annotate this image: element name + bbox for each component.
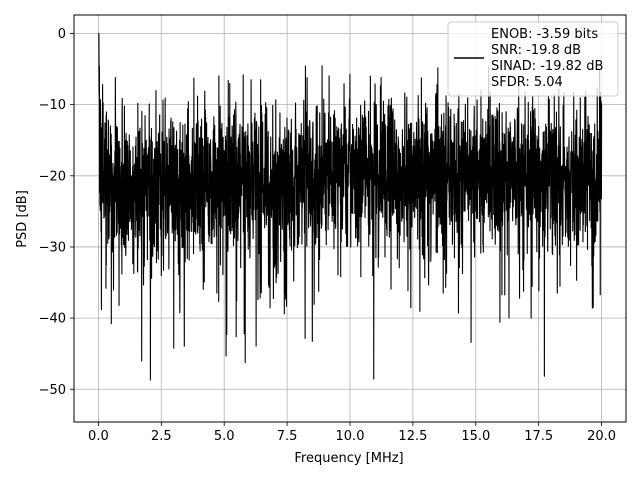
- x-tick-label: 10.0: [336, 429, 365, 444]
- legend-entry-sinad: SINAD: -19.82 dB: [491, 59, 603, 74]
- y-tick-label: 0: [58, 27, 66, 42]
- x-tick-label: 20.0: [587, 429, 616, 444]
- x-tick-label: 5.0: [214, 429, 235, 444]
- x-tick-label: 12.5: [398, 429, 427, 444]
- psd-trace-layer: [98, 32, 603, 381]
- y-tick-label: −20: [39, 169, 66, 184]
- x-tick-label: 0.0: [88, 429, 109, 444]
- x-axis-label: Frequency [MHz]: [294, 451, 403, 466]
- y-tick-label: −50: [39, 383, 66, 398]
- legend-entry-enob: ENOB: -3.59 bits: [491, 27, 598, 42]
- y-tick-label: −40: [39, 312, 66, 327]
- legend: ENOB: -3.59 bits SNR: -19.8 dB SINAD: -1…: [447, 21, 619, 97]
- legend-entry-sfdr: SFDR: 5.04: [491, 75, 563, 90]
- y-axis-label: PSD [dB]: [15, 190, 30, 248]
- legend-entry-snr: SNR: -19.8 dB: [491, 43, 581, 58]
- y-tick-label: −10: [39, 98, 66, 113]
- legend-box: [447, 21, 619, 97]
- x-tick-label: 7.5: [277, 429, 298, 444]
- x-tick-label: 15.0: [461, 429, 490, 444]
- x-tick-label: 17.5: [524, 429, 553, 444]
- x-tick-label: 2.5: [151, 429, 172, 444]
- axis-ticks: 0.0 2.5 5.0 7.5 10.0 12.5 15.0 17.5 20.0 0 −10 −20 −…: [39, 27, 617, 444]
- psd-series-line: [98, 32, 603, 381]
- y-tick-label: −30: [39, 240, 66, 255]
